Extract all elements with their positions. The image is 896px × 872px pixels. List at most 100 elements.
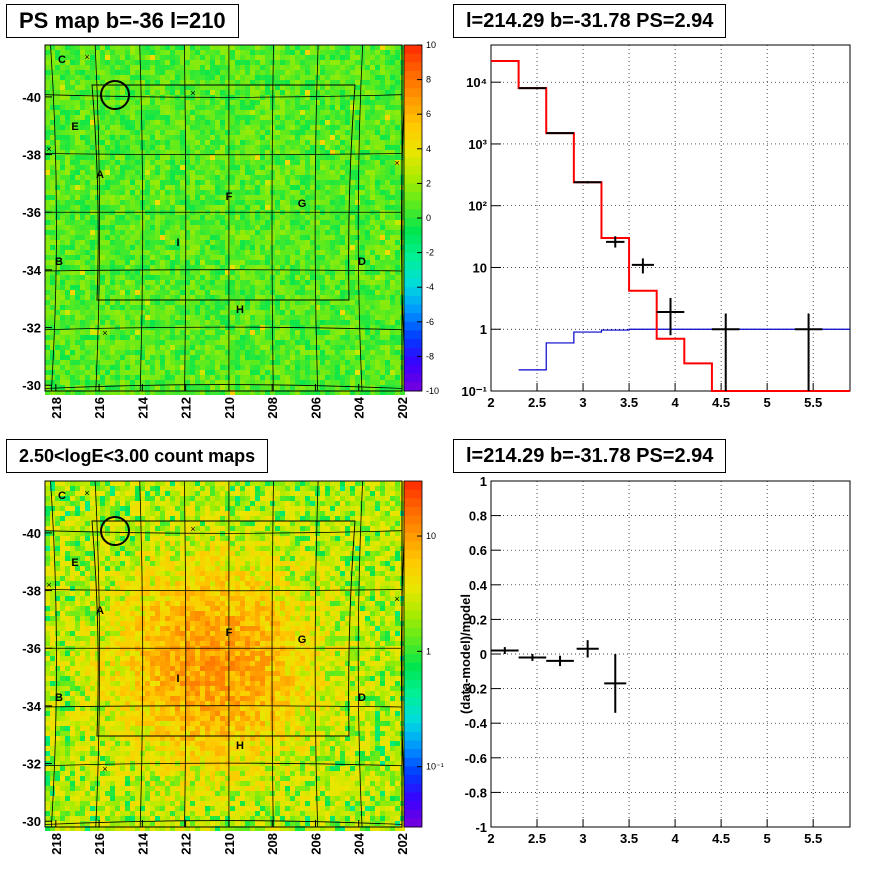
heatmap-cell [210,135,215,140]
heatmap-cell [95,130,100,135]
heatmap-cell [60,45,65,50]
heatmap-cell [325,200,330,205]
heatmap-cell [325,60,330,65]
heatmap-cell [355,70,360,75]
heatmap-cell [240,135,245,140]
heatmap-cell [235,80,240,85]
heatmap-cell [275,50,280,55]
heatmap-cell [320,300,325,305]
heatmap-cell [395,80,400,85]
heatmap-cell [100,380,105,385]
heatmap-cell [115,100,120,105]
heatmap-cell [135,260,140,265]
heatmap-cell [90,195,95,200]
heatmap-cell [365,105,370,110]
heatmap-cell [135,65,140,70]
heatmap-cell [335,265,340,270]
heatmap-cell [205,375,210,380]
heatmap-cell [305,385,310,390]
heatmap-cell [225,115,230,120]
heatmap-cell [310,320,315,325]
heatmap-cell [70,45,75,50]
heatmap-cell [210,155,215,160]
heatmap-cell [185,330,190,335]
heatmap-cell [255,195,260,200]
heatmap-cell [385,60,390,65]
heatmap-cell [315,295,320,300]
heatmap-cell [315,100,320,105]
heatmap-cell [380,285,385,290]
heatmap-cell [85,190,90,195]
heatmap-cell [380,130,385,135]
heatmap-cell [370,370,375,375]
heatmap-cell [165,165,170,170]
heatmap-cell [395,355,400,360]
heatmap-cell [305,320,310,325]
heatmap-cell [300,285,305,290]
heatmap-cell [225,70,230,75]
heatmap-cell [130,310,135,315]
heatmap-cell [245,75,250,80]
heatmap-cell [225,160,230,165]
heatmap-cell [230,185,235,190]
heatmap-cell [130,345,135,350]
heatmap-cell [85,120,90,125]
heatmap-cell [130,220,135,225]
heatmap-cell [315,250,320,255]
heatmap-cell [135,200,140,205]
heatmap-cell [175,175,180,180]
heatmap-cell [325,70,330,75]
heatmap-cell [280,385,285,390]
heatmap-cell [210,280,215,285]
heatmap-cell [55,360,60,365]
heatmap-cell [375,285,380,290]
heatmap-cell [220,230,225,235]
heatmap-cell [80,160,85,165]
heatmap-cell [240,220,245,225]
heatmap-cell [240,180,245,185]
heatmap-cell [375,160,380,165]
heatmap-cell [260,280,265,285]
heatmap-cell [220,190,225,195]
heatmap-cell [85,230,90,235]
heatmap-cell [210,55,215,60]
heatmap-cell [365,305,370,310]
heatmap-cell [115,315,120,320]
heatmap-cell [260,110,265,115]
heatmap-cell [220,155,225,160]
heatmap-cell [85,50,90,55]
heatmap-cell [55,250,60,255]
heatmap-cell [255,165,260,170]
heatmap-cell [110,90,115,95]
heatmap-cell [220,235,225,240]
heatmap-cell [125,375,130,380]
heatmap-cell [275,55,280,60]
heatmap-cell [300,200,305,205]
heatmap-cell [50,160,55,165]
heatmap-cell [310,275,315,280]
heatmap-cell [315,115,320,120]
heatmap-cell [85,235,90,240]
heatmap-cell [175,125,180,130]
heatmap-cell [285,170,290,175]
heatmap-cell [350,215,355,220]
heatmap-cell [235,340,240,345]
heatmap-cell [110,345,115,350]
heatmap-cell [180,190,185,195]
heatmap-cell [380,275,385,280]
heatmap-cell [235,100,240,105]
heatmap-cell [175,265,180,270]
heatmap-cell [265,365,270,370]
heatmap-cell [155,85,160,90]
heatmap-cell [280,350,285,355]
heatmap-cell [290,90,295,95]
heatmap-cell [220,50,225,55]
heatmap-cell [80,75,85,80]
heatmap-cell [310,295,315,300]
heatmap-cell [100,345,105,350]
heatmap-cell [110,145,115,150]
heatmap-cell [220,115,225,120]
heatmap-cell [375,370,380,375]
heatmap-cell [245,215,250,220]
heatmap-cell [200,200,205,205]
